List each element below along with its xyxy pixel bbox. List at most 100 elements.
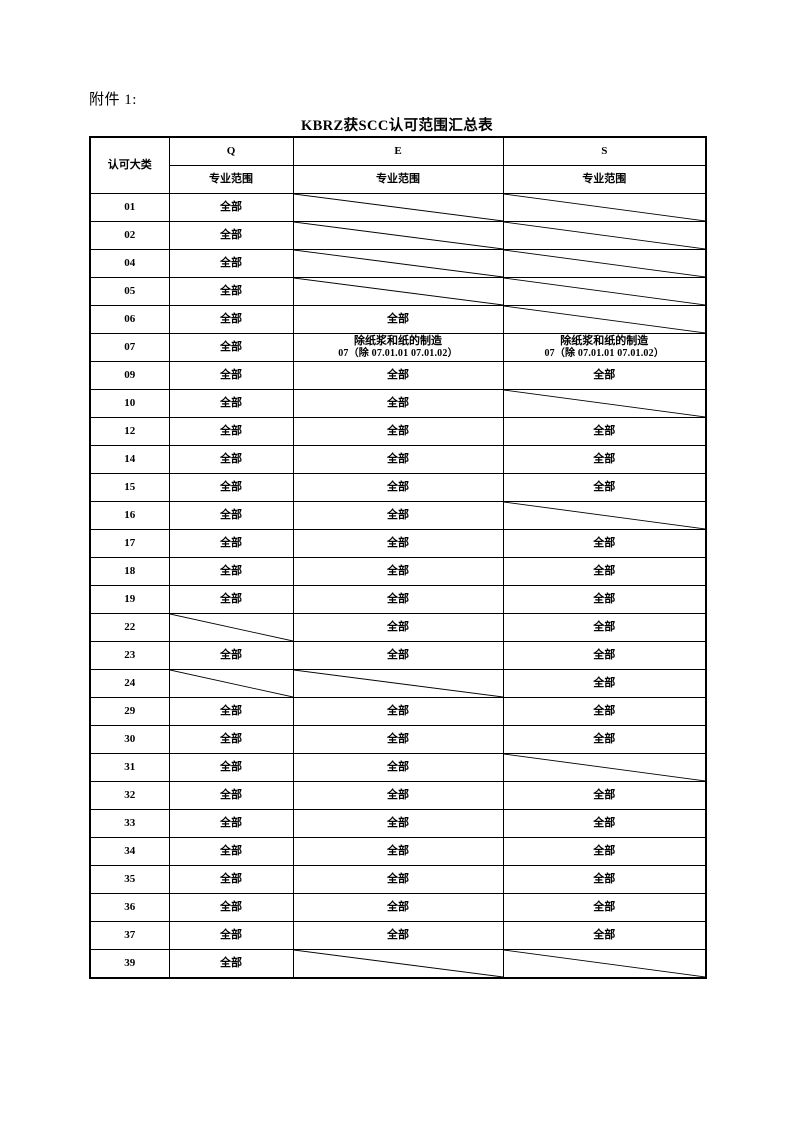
cell-e-not-applicable [292,277,504,306]
cell-q-scope: 全部 [168,333,294,362]
cell-e-scope: 全部 [292,781,504,810]
diagonal-strike-icon [504,950,706,977]
cell-s-scope: 全部 [502,781,707,810]
table-row: 05 全部 [89,277,707,306]
cell-q-scope: 全部 [168,557,294,586]
cell-q-scope: 全部 [168,921,294,950]
cell-e-scope: 全部 [292,529,504,558]
cell-category: 01 [89,193,170,222]
accreditation-scope-table: 认可大类 Q E S 专业范围 专业范围 专业范围 01 全部 02 全部 04 全部 05… [89,136,707,979]
table-row: 36 全部 全部 全部 [89,893,707,922]
cell-s-scope: 全部 [502,669,707,698]
cell-category: 17 [89,529,170,558]
cell-s-not-applicable [502,949,707,979]
diagonal-strike-icon [170,614,293,641]
table-row: 22 全部 全部 [89,613,707,642]
cell-e-not-applicable [292,949,504,979]
diagonal-strike-icon [294,670,503,697]
table-row: 16 全部 全部 [89,501,707,530]
table-row: 07 全部 除纸浆和纸的制造 07（除 07.01.01 07.01.02） 除纸浆和纸… [89,333,707,362]
table-row: 15 全部 全部 全部 [89,473,707,502]
table-row: 10 全部 全部 [89,389,707,418]
table-row: 09 全部 全部 全部 [89,361,707,390]
cell-category: 32 [89,781,170,810]
cell-category: 24 [89,669,170,698]
cell-q-scope: 全部 [168,641,294,670]
cell-e-scope: 全部 [292,641,504,670]
cell-s-scope: 全部 [502,893,707,922]
table-row: 32 全部 全部 全部 [89,781,707,810]
table-row: 24 全部 [89,669,707,698]
cell-e-scope: 全部 [292,389,504,418]
table-row: 06 全部 全部 [89,305,707,334]
diagonal-strike-icon [504,502,706,529]
cell-category: 19 [89,585,170,614]
cell-category: 39 [89,949,170,979]
cell-category: 36 [89,893,170,922]
diagonal-strike-icon [294,194,503,221]
cell-category: 23 [89,641,170,670]
header-subscope-q: 专业范围 [168,165,294,194]
cell-category: 34 [89,837,170,866]
header-group-e: E [292,136,504,166]
cell-category: 14 [89,445,170,474]
diagonal-strike-icon [170,670,293,697]
cell-q-scope: 全部 [168,809,294,838]
cell-s-not-applicable [502,277,707,306]
diagonal-strike-icon [504,306,706,333]
header-group-q: Q [168,136,294,166]
diagonal-strike-icon [294,950,503,977]
diagonal-strike-icon [294,222,503,249]
cell-q-scope: 全部 [168,501,294,530]
cell-e-scope: 全部 [292,473,504,502]
cell-q-scope: 全部 [168,417,294,446]
table-row: 35 全部 全部 全部 [89,865,707,894]
cell-q-scope: 全部 [168,893,294,922]
cell-q-scope: 全部 [168,193,294,222]
diagonal-strike-icon [504,278,706,305]
scope-exclusion-title: 除纸浆和纸的制造 [354,335,442,348]
header-row-codes: 认可大类 Q E S [89,136,707,194]
cell-s-scope: 全部 [502,865,707,894]
scope-exclusion-codes: 07（除 07.01.01 07.01.02） [338,348,458,360]
cell-category: 04 [89,249,170,278]
table-row: 23 全部 全部 全部 [89,641,707,670]
cell-s-scope: 全部 [502,613,707,642]
cell-category: 06 [89,305,170,334]
cell-q-scope: 全部 [168,781,294,810]
cell-e-scope: 全部 [292,361,504,390]
cell-category: 22 [89,613,170,642]
cell-e-not-applicable [292,249,504,278]
cell-category: 29 [89,697,170,726]
cell-e-scope: 全部 [292,865,504,894]
cell-q-scope: 全部 [168,529,294,558]
table-row: 14 全部 全部 全部 [89,445,707,474]
table-header: 认可大类 Q E S 专业范围 专业范围 专业范围 [89,136,707,194]
cell-e-scope: 全部 [292,501,504,530]
cell-category: 15 [89,473,170,502]
page-title: KBRZ获SCC认可范围汇总表 [300,118,494,134]
cell-s-scope: 全部 [502,529,707,558]
cell-e-scope: 除纸浆和纸的制造 07（除 07.01.01 07.01.02） [292,333,504,362]
cell-e-scope: 全部 [292,837,504,866]
cell-e-scope: 全部 [292,445,504,474]
table-row: 30 全部 全部 全部 [89,725,707,754]
cell-s-scope: 全部 [502,809,707,838]
cell-s-scope: 全部 [502,725,707,754]
cell-s-scope: 全部 [502,837,707,866]
cell-q-scope: 全部 [168,473,294,502]
cell-category: 12 [89,417,170,446]
cell-s-not-applicable [502,389,707,418]
cell-e-scope: 全部 [292,921,504,950]
cell-q-scope: 全部 [168,305,294,334]
cell-q-scope: 全部 [168,949,294,979]
table-body: 01 全部 02 全部 04 全部 05 全部 06 全部 全部 07 全部 除纸浆和纸的制造 07（除 0… [89,193,707,979]
table-row: 04 全部 [89,249,707,278]
table-row: 12 全部 全部 全部 [89,417,707,446]
cell-category: 31 [89,753,170,782]
cell-e-scope: 全部 [292,585,504,614]
cell-q-scope: 全部 [168,865,294,894]
cell-e-scope: 全部 [292,893,504,922]
header-subscope-s: 专业范围 [502,165,707,194]
